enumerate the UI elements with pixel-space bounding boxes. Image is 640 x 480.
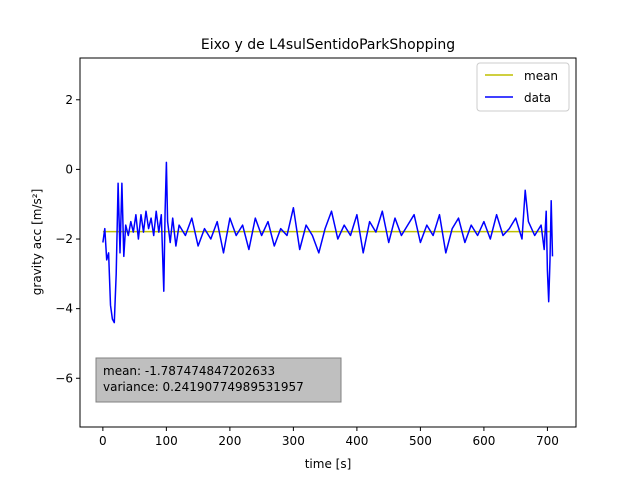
x-tick-label: 100 xyxy=(155,434,178,448)
x-tick-label: 700 xyxy=(536,434,559,448)
y-tick-label: 2 xyxy=(65,93,73,107)
x-tick-label: 300 xyxy=(282,434,305,448)
legend-label-mean: mean xyxy=(524,69,558,83)
y-tick-label: 0 xyxy=(65,162,73,176)
y-tick-label: −2 xyxy=(55,232,73,246)
x-axis-label: time [s] xyxy=(305,457,352,471)
stats-annotation: mean: -1.787474847202633 variance: 0.241… xyxy=(95,357,342,403)
stats-mean-text: mean: -1.787474847202633 xyxy=(103,364,275,378)
x-tick-label: 500 xyxy=(409,434,432,448)
y-axis-label: gravity acc [m/s²] xyxy=(30,189,44,295)
stats-box-background xyxy=(95,357,342,403)
stats-variance-text: variance: 0.24190774989531957 xyxy=(103,380,304,394)
y-tick-label: −4 xyxy=(55,302,73,316)
x-tick-label: 200 xyxy=(218,434,241,448)
series-line-data xyxy=(102,161,554,324)
chart-title: Eixo y de L4sulSentidoParkShopping xyxy=(201,37,455,53)
x-axis-ticks: 0 100 200 300 400 500 600 700 xyxy=(99,427,559,448)
series-layer xyxy=(102,161,554,324)
x-tick-label: 600 xyxy=(472,434,495,448)
x-tick-label: 0 xyxy=(99,434,107,448)
y-tick-label: −6 xyxy=(55,371,73,385)
y-axis-ticks: −6 −4 −2 0 2 xyxy=(55,93,80,385)
legend: mean data xyxy=(476,62,570,112)
legend-label-data: data xyxy=(524,91,551,105)
x-tick-label: 400 xyxy=(345,434,368,448)
